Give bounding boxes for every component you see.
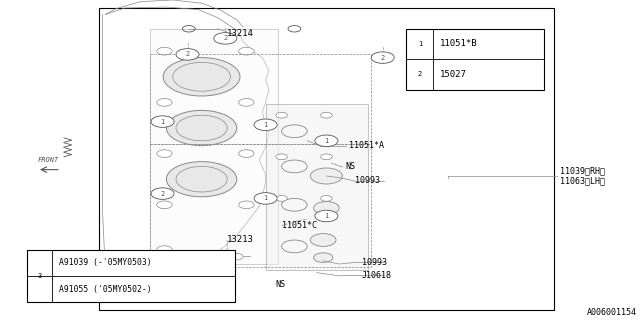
Text: A91055 ('05MY0502-): A91055 ('05MY0502-) [59, 285, 152, 294]
Circle shape [151, 116, 174, 127]
Text: 11051*C: 11051*C [282, 221, 317, 230]
Circle shape [315, 210, 338, 222]
Text: 11051*B: 11051*B [440, 39, 477, 49]
Circle shape [314, 253, 333, 262]
Circle shape [176, 49, 199, 60]
Circle shape [321, 196, 332, 201]
Text: A91039 (-'05MY0503): A91039 (-'05MY0503) [59, 258, 152, 267]
Circle shape [310, 168, 342, 184]
Text: 13214: 13214 [227, 29, 254, 38]
Text: 15027: 15027 [440, 70, 467, 79]
Circle shape [310, 234, 336, 246]
Text: 1: 1 [324, 138, 328, 144]
Text: 1: 1 [264, 122, 268, 128]
Circle shape [157, 150, 172, 157]
Text: 2: 2 [418, 71, 422, 77]
Circle shape [157, 99, 172, 106]
Circle shape [315, 135, 338, 147]
Circle shape [157, 47, 172, 55]
Text: J10618: J10618 [362, 271, 392, 280]
Circle shape [29, 271, 50, 281]
Text: FRONT: FRONT [38, 156, 60, 163]
Text: 1: 1 [161, 119, 164, 124]
Circle shape [276, 196, 287, 201]
Text: 13213: 13213 [227, 236, 254, 244]
Text: 3: 3 [222, 258, 226, 264]
Text: 1: 1 [418, 41, 422, 47]
Text: 2: 2 [223, 36, 227, 41]
Circle shape [166, 110, 237, 146]
Text: 2: 2 [161, 191, 164, 196]
Circle shape [254, 119, 277, 131]
Circle shape [212, 255, 236, 267]
Circle shape [239, 47, 254, 55]
Text: 1: 1 [264, 196, 268, 201]
Bar [99, 8, 554, 310]
Text: 3: 3 [38, 273, 42, 279]
Circle shape [230, 253, 243, 260]
Circle shape [321, 154, 332, 160]
Text: 1: 1 [324, 213, 328, 219]
Circle shape [163, 58, 240, 96]
Text: 10993: 10993 [362, 258, 387, 267]
Text: 10993: 10993 [355, 176, 380, 185]
Text: 11039〈RH〉: 11039〈RH〉 [560, 167, 605, 176]
Text: 2: 2 [381, 55, 385, 60]
Circle shape [166, 162, 237, 197]
Circle shape [321, 112, 332, 118]
Circle shape [157, 246, 172, 253]
Circle shape [254, 193, 277, 204]
Circle shape [239, 201, 254, 209]
Text: 11051*A: 11051*A [349, 141, 384, 150]
Bar [406, 29, 544, 90]
Circle shape [371, 52, 394, 63]
Bar [150, 29, 278, 264]
Circle shape [239, 99, 254, 106]
Circle shape [410, 69, 430, 80]
Text: 2: 2 [186, 52, 189, 57]
Circle shape [214, 33, 237, 44]
Circle shape [276, 112, 287, 118]
Text: NS: NS [275, 280, 285, 289]
Circle shape [314, 202, 339, 214]
Circle shape [239, 150, 254, 157]
Bar [27, 250, 235, 302]
Text: 11063〈LH〉: 11063〈LH〉 [560, 176, 605, 185]
Circle shape [410, 39, 430, 49]
Circle shape [157, 201, 172, 209]
Circle shape [151, 188, 174, 199]
Text: A006001154: A006001154 [587, 308, 637, 317]
Circle shape [276, 154, 287, 160]
Bar [266, 104, 368, 270]
Text: NS: NS [346, 162, 356, 171]
